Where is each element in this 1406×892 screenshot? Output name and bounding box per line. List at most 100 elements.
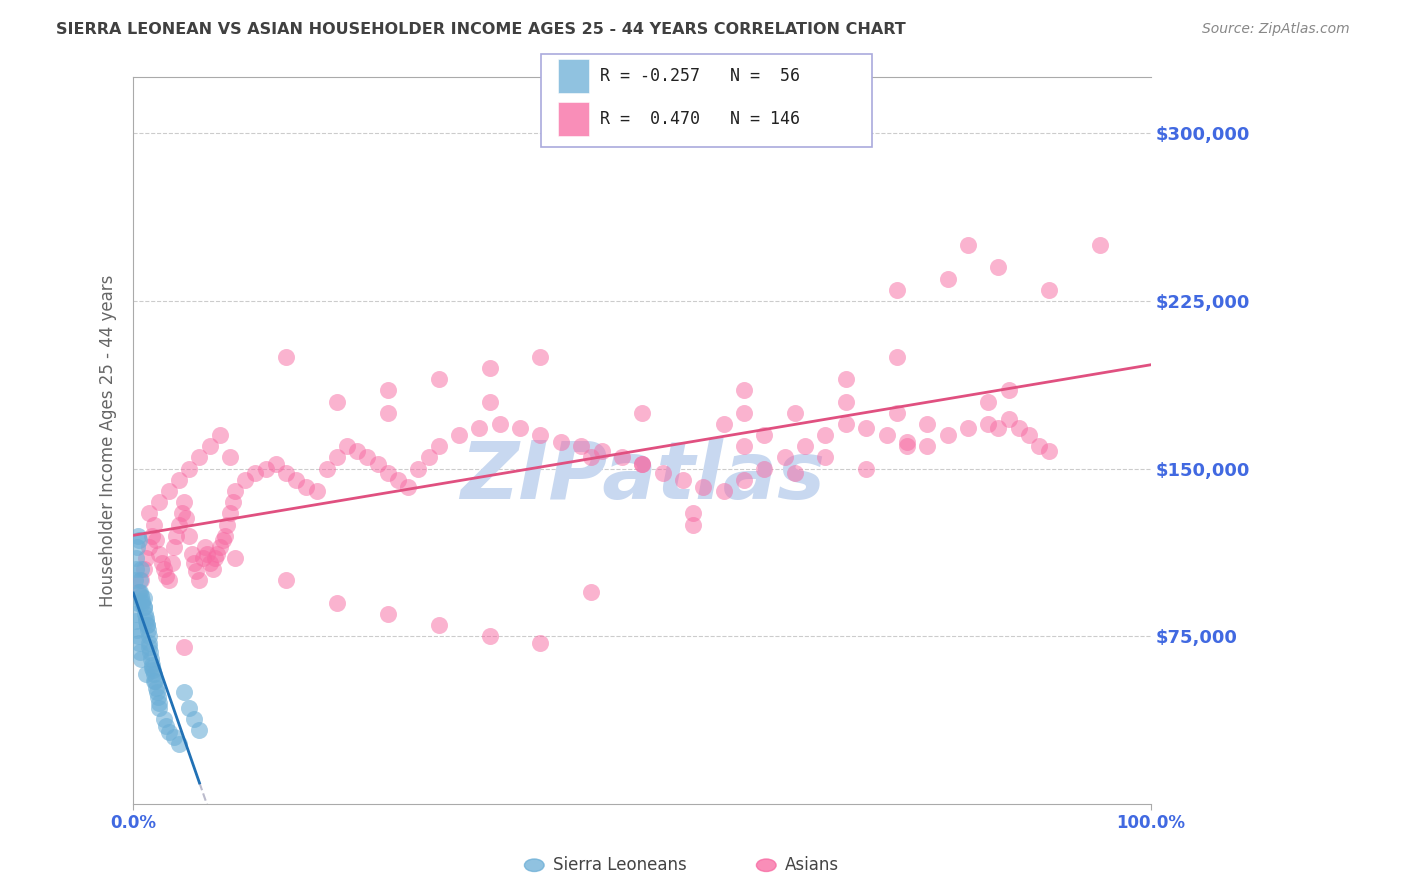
Point — [754, 428, 776, 442]
Point — [478, 394, 501, 409]
Point — [131, 651, 153, 665]
Point — [783, 466, 806, 480]
Point — [222, 495, 245, 509]
Point — [264, 457, 287, 471]
Point — [155, 719, 177, 733]
Point — [148, 547, 170, 561]
Point — [128, 636, 150, 650]
Point — [692, 479, 714, 493]
Text: Sierra Leoneans: Sierra Leoneans — [553, 856, 686, 874]
Text: Asians: Asians — [785, 856, 838, 874]
Point — [1008, 421, 1031, 435]
Point — [131, 589, 153, 603]
Point — [127, 596, 149, 610]
Point — [326, 394, 349, 409]
Point — [254, 461, 277, 475]
Point — [682, 517, 704, 532]
Point — [997, 412, 1019, 426]
Point — [148, 495, 170, 509]
Point — [204, 551, 226, 566]
Point — [128, 584, 150, 599]
Point — [131, 593, 153, 607]
Point — [157, 725, 180, 739]
Point — [367, 457, 389, 471]
Point — [224, 551, 246, 566]
Point — [179, 529, 201, 543]
Point — [274, 466, 297, 480]
Point — [1038, 443, 1060, 458]
Point — [346, 443, 368, 458]
Point — [142, 517, 165, 532]
Point — [418, 450, 440, 465]
Point — [138, 629, 160, 643]
Point — [167, 473, 190, 487]
Point — [131, 562, 153, 576]
Point — [713, 417, 735, 431]
Point — [886, 350, 908, 364]
Point — [124, 574, 146, 588]
Point — [179, 461, 201, 475]
Point — [128, 533, 150, 548]
Point — [478, 629, 501, 643]
Point — [305, 483, 328, 498]
Point — [915, 439, 938, 453]
Point — [188, 574, 211, 588]
Point — [987, 421, 1010, 435]
Point — [915, 417, 938, 431]
Point — [136, 623, 159, 637]
Point — [855, 461, 877, 475]
Point — [146, 690, 169, 704]
Text: Source: ZipAtlas.com: Source: ZipAtlas.com — [1202, 22, 1350, 37]
Point — [141, 529, 163, 543]
Point — [377, 466, 399, 480]
Point — [886, 406, 908, 420]
Point — [488, 417, 510, 431]
Point — [315, 461, 337, 475]
Point — [377, 406, 399, 420]
Point — [138, 640, 160, 655]
Point — [135, 614, 157, 628]
Point — [183, 712, 205, 726]
Point — [125, 614, 148, 628]
Point — [713, 483, 735, 498]
Point — [876, 428, 898, 442]
Point — [125, 562, 148, 576]
Point — [132, 600, 155, 615]
Point — [224, 483, 246, 498]
Point — [143, 673, 166, 688]
Point — [155, 569, 177, 583]
Point — [145, 685, 167, 699]
Point — [125, 551, 148, 566]
Point — [581, 450, 603, 465]
Y-axis label: Householder Income Ages 25 - 44 years: Householder Income Ages 25 - 44 years — [100, 275, 117, 607]
Point — [219, 507, 242, 521]
Point — [181, 547, 204, 561]
Point — [142, 667, 165, 681]
Point — [135, 551, 157, 566]
Point — [138, 636, 160, 650]
Point — [127, 540, 149, 554]
Point — [396, 479, 419, 493]
Point — [326, 596, 349, 610]
Point — [172, 507, 194, 521]
Text: SIERRA LEONEAN VS ASIAN HOUSEHOLDER INCOME AGES 25 - 44 YEARS CORRELATION CHART: SIERRA LEONEAN VS ASIAN HOUSEHOLDER INCO… — [56, 22, 905, 37]
Point — [127, 629, 149, 643]
Point — [427, 618, 450, 632]
Point — [191, 551, 214, 566]
Point — [163, 730, 186, 744]
Point — [208, 428, 231, 442]
Point — [188, 723, 211, 738]
Point — [447, 428, 470, 442]
Point — [835, 372, 858, 386]
Point — [529, 636, 551, 650]
Point — [198, 439, 221, 453]
Point — [733, 384, 755, 398]
Text: ZIPatlas: ZIPatlas — [460, 438, 825, 516]
Point — [997, 384, 1019, 398]
Point — [167, 517, 190, 532]
Point — [141, 658, 163, 673]
Point — [198, 556, 221, 570]
Point — [173, 640, 195, 655]
Point — [215, 517, 238, 532]
Point — [529, 350, 551, 364]
